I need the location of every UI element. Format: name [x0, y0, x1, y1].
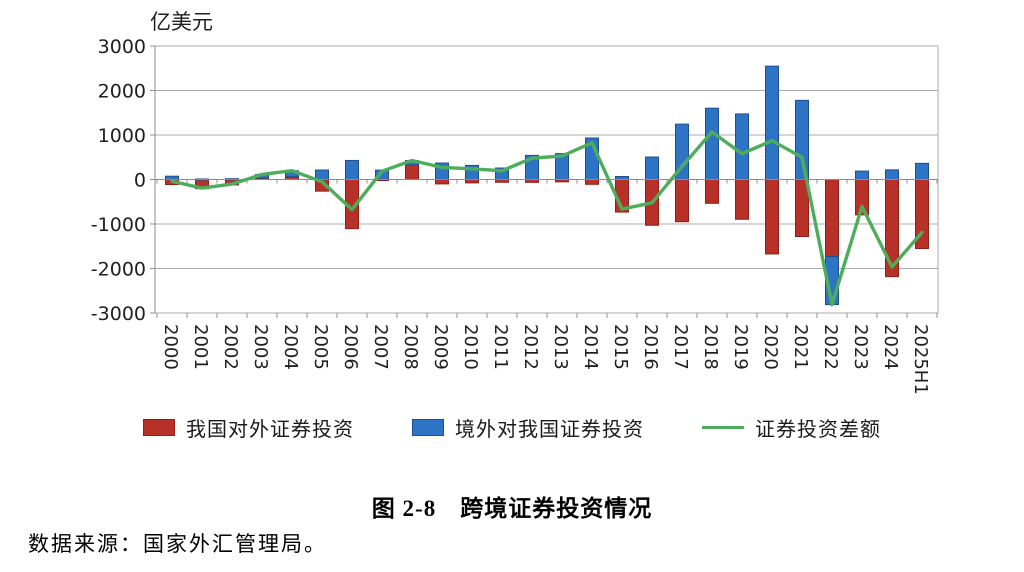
inbound-investment-bar: [735, 113, 749, 180]
chart-area: 亿美元 -3000 -2000 -1000 0 1000 2000 3000 2000 2001…: [91, 10, 939, 395]
outward-investment-bar: [765, 179, 779, 255]
x-tick-label: 2012: [520, 324, 541, 370]
balance-line: [170, 130, 924, 307]
outward-investment-bar: [705, 179, 719, 204]
y-tick-label: 0: [134, 170, 146, 192]
x-tick-label: 2014: [580, 324, 601, 370]
inbound-bar-swatch: [412, 419, 444, 436]
bars-group: [165, 65, 929, 306]
x-tick-label: 2020: [760, 324, 781, 370]
x-tick-label: 2005: [310, 324, 331, 370]
y-tick-label: 3000: [98, 36, 146, 58]
x-tick-label: 2009: [430, 324, 451, 370]
outward-investment-bar: [825, 179, 839, 258]
legend-label-inbound: 境外对我国证券投资: [455, 419, 644, 441]
legend-item-balance: 证券投资差额: [702, 413, 881, 442]
y-axis-unit-label: 亿美元: [150, 10, 213, 34]
x-tick-label: 2010: [460, 324, 481, 370]
x-tick-label: 2002: [220, 324, 241, 370]
balance-line-swatch: [702, 426, 744, 429]
y-tick-label: 1000: [98, 125, 146, 147]
inbound-investment-bar: [795, 99, 809, 180]
securities-investment-chart: -3000 -2000 -1000 0 1000 2000 3000 2000 2001 2002…: [91, 36, 939, 395]
legend-item-inbound: 境外对我国证券投资: [412, 413, 644, 442]
x-tick-label: 2015: [610, 324, 631, 370]
x-tick-label: 2023: [850, 324, 871, 370]
x-tick-label: 2016: [640, 324, 661, 370]
data-source-note: 数据来源：国家外汇管理局。: [28, 532, 327, 556]
legend-item-outward: 我国对外证券投资: [143, 413, 354, 442]
x-tick-label: 2025H1: [910, 324, 931, 395]
outward-investment-bar: [465, 179, 479, 184]
x-tick-label: 2007: [370, 324, 391, 370]
y-tick-label: -2000: [91, 259, 146, 281]
outward-bar-swatch: [143, 419, 175, 436]
inbound-investment-bar: [885, 169, 899, 181]
inbound-investment-bar: [855, 170, 869, 180]
y-tick-label: -1000: [91, 214, 146, 236]
outward-investment-bar: [435, 179, 449, 185]
inbound-investment-bar: [315, 169, 329, 180]
x-tick-label: 2024: [880, 324, 901, 370]
x-tick-label: 2021: [790, 324, 811, 370]
x-tick-label: 2001: [190, 324, 211, 370]
inbound-investment-bar: [345, 159, 359, 180]
x-tick-label: 2006: [340, 324, 361, 370]
legend-label-balance: 证券投资差额: [755, 419, 881, 441]
x-tick-label: 2011: [490, 324, 511, 370]
x-tick-label: 2004: [280, 324, 301, 370]
x-tick-label: 2008: [400, 324, 421, 370]
x-tick-label: 2003: [250, 324, 271, 370]
figure-caption: 图 2-8 跨境证券投资情况: [371, 496, 653, 521]
chart-legend: 我国对外证券投资 境外对我国证券投资 证券投资差额: [0, 413, 1024, 442]
outward-investment-bar: [585, 179, 599, 185]
inbound-investment-bar: [915, 162, 929, 180]
x-tick-label: 2000: [160, 324, 181, 370]
inbound-investment-bar: [705, 107, 719, 180]
outward-investment-bar: [405, 164, 419, 181]
x-tick-label: 2018: [700, 324, 721, 370]
x-tick-label: 2022: [820, 324, 841, 370]
legend-label-outward: 我国对外证券投资: [186, 419, 354, 441]
x-tick-label: 2019: [730, 324, 751, 370]
inbound-investment-bar: [645, 156, 659, 180]
x-tick-label: 2017: [670, 324, 691, 370]
x-tick-label: 2013: [550, 324, 571, 370]
outward-investment-bar: [735, 179, 749, 220]
outward-investment-bar: [675, 179, 689, 223]
y-tick-label: 2000: [98, 81, 146, 103]
y-tick-label: -3000: [91, 303, 146, 325]
inbound-investment-bar: [765, 65, 779, 180]
